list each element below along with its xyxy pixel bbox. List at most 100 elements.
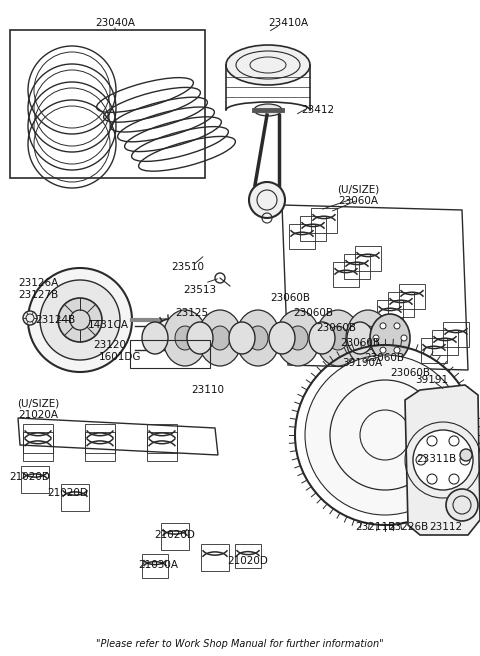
Ellipse shape <box>394 323 400 329</box>
Bar <box>201 544 229 571</box>
Text: 23060B: 23060B <box>293 308 333 318</box>
Ellipse shape <box>460 455 470 465</box>
Ellipse shape <box>288 326 308 350</box>
Ellipse shape <box>372 322 398 354</box>
Bar <box>399 284 425 309</box>
Text: 23412: 23412 <box>301 105 335 115</box>
Ellipse shape <box>175 326 195 350</box>
Polygon shape <box>405 385 480 535</box>
Ellipse shape <box>328 326 348 350</box>
Bar <box>443 322 469 347</box>
Ellipse shape <box>449 474 459 484</box>
Text: 23124B: 23124B <box>35 315 75 325</box>
Bar <box>311 208 337 233</box>
Bar <box>85 432 115 461</box>
Ellipse shape <box>347 322 373 354</box>
Ellipse shape <box>305 355 465 515</box>
Ellipse shape <box>248 326 268 350</box>
Text: 1431CA: 1431CA <box>87 320 129 330</box>
Ellipse shape <box>142 322 168 354</box>
Text: 23060B: 23060B <box>340 338 380 348</box>
Text: 21020D: 21020D <box>155 530 195 540</box>
Text: 23126A: 23126A <box>18 278 58 288</box>
Bar <box>421 338 447 363</box>
Bar <box>235 544 261 568</box>
Text: 23410A: 23410A <box>268 18 308 28</box>
Text: 21030A: 21030A <box>138 560 178 570</box>
Text: 23127B: 23127B <box>18 290 58 300</box>
Text: 23226B: 23226B <box>388 522 428 532</box>
Text: 21020D: 21020D <box>48 488 88 498</box>
Bar <box>388 292 414 317</box>
Ellipse shape <box>449 436 459 446</box>
Text: "Please refer to Work Shop Manual for further information": "Please refer to Work Shop Manual for fu… <box>96 639 384 649</box>
Text: 23060A: 23060A <box>338 196 378 206</box>
Text: 23112: 23112 <box>430 522 463 532</box>
Ellipse shape <box>163 310 207 366</box>
Ellipse shape <box>58 298 102 342</box>
Ellipse shape <box>254 104 282 116</box>
Bar <box>23 432 53 461</box>
Bar <box>300 216 326 241</box>
Text: 23060B: 23060B <box>316 323 356 333</box>
Ellipse shape <box>358 326 378 350</box>
Ellipse shape <box>226 45 310 85</box>
Text: 23311B: 23311B <box>416 454 456 464</box>
Text: 23060B: 23060B <box>364 353 404 363</box>
Ellipse shape <box>229 322 255 354</box>
Text: 1601DG: 1601DG <box>99 352 141 362</box>
Bar <box>355 246 381 271</box>
Text: 23040A: 23040A <box>95 18 135 28</box>
Text: 23060B: 23060B <box>270 293 310 303</box>
Bar <box>147 424 177 453</box>
Ellipse shape <box>401 335 407 341</box>
Ellipse shape <box>187 322 213 354</box>
Ellipse shape <box>23 311 37 325</box>
Bar <box>10 30 205 178</box>
Text: 23120: 23120 <box>94 340 127 350</box>
Text: 21020A: 21020A <box>18 410 58 420</box>
Ellipse shape <box>346 310 390 366</box>
Ellipse shape <box>446 489 478 521</box>
Bar <box>61 484 89 510</box>
Ellipse shape <box>276 310 320 366</box>
Text: (U/SIZE): (U/SIZE) <box>17 398 59 408</box>
Text: 21020D: 21020D <box>10 472 50 482</box>
Text: 23125: 23125 <box>175 308 209 318</box>
Ellipse shape <box>413 430 473 490</box>
Bar <box>85 424 115 453</box>
Ellipse shape <box>269 322 295 354</box>
Bar <box>333 262 359 287</box>
Ellipse shape <box>370 314 410 362</box>
Ellipse shape <box>40 280 120 360</box>
Bar <box>344 254 370 279</box>
Text: 23110: 23110 <box>192 385 225 395</box>
Bar <box>147 432 177 461</box>
Ellipse shape <box>316 310 360 366</box>
Ellipse shape <box>28 268 132 372</box>
Ellipse shape <box>427 474 437 484</box>
Ellipse shape <box>236 310 280 366</box>
Bar <box>161 523 189 550</box>
Ellipse shape <box>380 347 386 353</box>
Bar <box>289 224 315 249</box>
Polygon shape <box>282 205 468 370</box>
Text: 21020D: 21020D <box>228 556 268 566</box>
Text: 39190A: 39190A <box>342 358 382 368</box>
Polygon shape <box>18 418 218 455</box>
Ellipse shape <box>380 323 386 329</box>
Ellipse shape <box>198 310 242 366</box>
Bar <box>432 330 458 355</box>
Text: 39191: 39191 <box>415 375 449 385</box>
Text: (U/SIZE): (U/SIZE) <box>337 185 379 195</box>
Ellipse shape <box>249 182 285 218</box>
Ellipse shape <box>309 322 335 354</box>
Ellipse shape <box>373 335 379 341</box>
Ellipse shape <box>427 436 437 446</box>
Ellipse shape <box>416 455 426 465</box>
Ellipse shape <box>154 319 186 351</box>
Text: 23060B: 23060B <box>390 368 430 378</box>
Bar <box>23 424 53 453</box>
Text: 23510: 23510 <box>171 262 204 272</box>
Text: 23211B: 23211B <box>355 522 395 532</box>
